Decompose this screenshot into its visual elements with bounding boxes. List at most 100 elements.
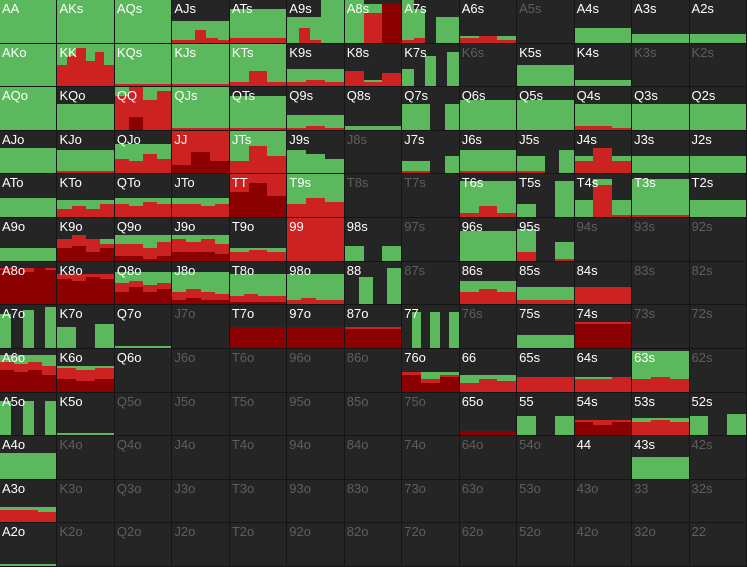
hand-cell-83s[interactable]: 83s [632, 261, 690, 306]
hand-cell-k2o[interactable]: K2o [57, 523, 115, 567]
hand-cell-84o[interactable]: 84o [344, 436, 403, 480]
hand-cell-ako[interactable]: AKo [0, 43, 58, 88]
hand-cell-j5s[interactable]: J5s [517, 130, 575, 175]
hand-cell-j6o[interactable]: J6o [172, 348, 230, 393]
hand-cell-66[interactable]: 66 [459, 348, 518, 393]
hand-cell-k2s[interactable]: K2s [689, 43, 747, 88]
hand-cell-q4o[interactable]: Q4o [114, 436, 173, 480]
hand-cell-33[interactable]: 33 [632, 479, 690, 524]
hand-cell-42o[interactable]: 42o [574, 523, 633, 567]
hand-cell-53o[interactable]: 53o [517, 479, 575, 524]
hand-cell-63s[interactable]: 63s [632, 348, 690, 393]
hand-cell-94o[interactable]: 94o [287, 436, 345, 480]
hand-cell-a3o[interactable]: A3o [0, 479, 58, 524]
hand-cell-96o[interactable]: 96o [287, 348, 345, 393]
hand-cell-q7s[interactable]: Q7s [402, 87, 460, 131]
hand-cell-43s[interactable]: 43s [632, 436, 690, 480]
hand-cell-87s[interactable]: 87s [402, 261, 460, 306]
hand-cell-k8s[interactable]: K8s [344, 43, 403, 88]
hand-cell-q3o[interactable]: Q3o [114, 479, 173, 524]
hand-cell-55[interactable]: 55 [517, 392, 575, 437]
hand-cell-kk[interactable]: KK [57, 43, 115, 88]
hand-cell-kqs[interactable]: KQs [114, 43, 173, 88]
hand-cell-42s[interactable]: 42s [689, 436, 747, 480]
hand-cell-83o[interactable]: 83o [344, 479, 403, 524]
hand-cell-a8o[interactable]: A8o [0, 261, 58, 306]
hand-cell-kqo[interactable]: KQo [57, 87, 115, 131]
hand-cell-62s[interactable]: 62s [689, 348, 747, 393]
hand-cell-t9s[interactable]: T9s [287, 174, 345, 219]
hand-cell-a7o[interactable]: A7o [0, 305, 58, 349]
hand-cell-q2o[interactable]: Q2o [114, 523, 173, 567]
hand-cell-84s[interactable]: 84s [574, 261, 633, 306]
hand-cell-82o[interactable]: 82o [344, 523, 403, 567]
hand-cell-97s[interactable]: 97s [402, 218, 460, 262]
hand-cell-qq[interactable]: QQ [114, 87, 173, 131]
hand-cell-86o[interactable]: 86o [344, 348, 403, 393]
hand-cell-k4s[interactable]: K4s [574, 43, 633, 88]
hand-cell-j5o[interactable]: J5o [172, 392, 230, 437]
hand-cell-q5o[interactable]: Q5o [114, 392, 173, 437]
hand-cell-94s[interactable]: 94s [574, 218, 633, 262]
hand-cell-95s[interactable]: 95s [517, 218, 575, 262]
hand-cell-75s[interactable]: 75s [517, 305, 575, 349]
hand-cell-a6o[interactable]: A6o [0, 348, 58, 393]
hand-cell-k3o[interactable]: K3o [57, 479, 115, 524]
hand-cell-q2s[interactable]: Q2s [689, 87, 747, 131]
hand-cell-aqo[interactable]: AQo [0, 87, 58, 131]
hand-cell-k6o[interactable]: K6o [57, 348, 115, 393]
hand-cell-a5s[interactable]: A5s [517, 0, 575, 44]
hand-cell-32s[interactable]: 32s [689, 479, 747, 524]
hand-cell-85o[interactable]: 85o [344, 392, 403, 437]
hand-cell-q3s[interactable]: Q3s [632, 87, 690, 131]
hand-cell-q6o[interactable]: Q6o [114, 348, 173, 393]
hand-cell-t5o[interactable]: T5o [229, 392, 288, 437]
hand-cell-a2s[interactable]: A2s [689, 0, 747, 44]
hand-cell-62o[interactable]: 62o [459, 523, 518, 567]
hand-cell-j3s[interactable]: J3s [632, 130, 690, 175]
hand-cell-96s[interactable]: 96s [459, 218, 518, 262]
hand-cell-jts[interactable]: JTs [229, 130, 288, 175]
hand-cell-k7o[interactable]: K7o [57, 305, 115, 349]
hand-cell-jto[interactable]: JTo [172, 174, 230, 219]
hand-cell-ajs[interactable]: AJs [172, 0, 230, 44]
hand-cell-98o[interactable]: 98o [287, 261, 345, 306]
hand-cell-a5o[interactable]: A5o [0, 392, 58, 437]
hand-cell-86s[interactable]: 86s [459, 261, 518, 306]
hand-cell-kts[interactable]: KTs [229, 43, 288, 88]
hand-cell-a9s[interactable]: A9s [287, 0, 345, 44]
hand-cell-54o[interactable]: 54o [517, 436, 575, 480]
hand-cell-ato[interactable]: ATo [0, 174, 58, 219]
hand-cell-q9o[interactable]: Q9o [114, 218, 173, 262]
hand-cell-99[interactable]: 99 [287, 218, 345, 262]
hand-cell-aqs[interactable]: AQs [114, 0, 173, 44]
hand-cell-95o[interactable]: 95o [287, 392, 345, 437]
hand-cell-q8o[interactable]: Q8o [114, 261, 173, 306]
hand-cell-a3s[interactable]: A3s [632, 0, 690, 44]
hand-cell-t9o[interactable]: T9o [229, 218, 288, 262]
hand-cell-a2o[interactable]: A2o [0, 523, 58, 567]
hand-cell-72o[interactable]: 72o [402, 523, 460, 567]
hand-cell-kjo[interactable]: KJo [57, 130, 115, 175]
hand-cell-q6s[interactable]: Q6s [459, 87, 518, 131]
hand-cell-32o[interactable]: 32o [632, 523, 690, 567]
hand-cell-92o[interactable]: 92o [287, 523, 345, 567]
hand-cell-ats[interactable]: ATs [229, 0, 288, 44]
hand-cell-t2o[interactable]: T2o [229, 523, 288, 567]
hand-cell-t6o[interactable]: T6o [229, 348, 288, 393]
hand-cell-93o[interactable]: 93o [287, 479, 345, 524]
hand-cell-73o[interactable]: 73o [402, 479, 460, 524]
hand-cell-k7s[interactable]: K7s [402, 43, 460, 88]
hand-cell-t3s[interactable]: T3s [632, 174, 690, 219]
hand-cell-43o[interactable]: 43o [574, 479, 633, 524]
hand-cell-q9s[interactable]: Q9s [287, 87, 345, 131]
hand-cell-ajo[interactable]: AJo [0, 130, 58, 175]
hand-cell-qts[interactable]: QTs [229, 87, 288, 131]
hand-cell-j9o[interactable]: J9o [172, 218, 230, 262]
hand-cell-k3s[interactable]: K3s [632, 43, 690, 88]
hand-cell-52o[interactable]: 52o [517, 523, 575, 567]
hand-cell-65o[interactable]: 65o [459, 392, 518, 437]
hand-cell-kjs[interactable]: KJs [172, 43, 230, 88]
hand-cell-k5o[interactable]: K5o [57, 392, 115, 437]
hand-cell-a4s[interactable]: A4s [574, 0, 633, 44]
